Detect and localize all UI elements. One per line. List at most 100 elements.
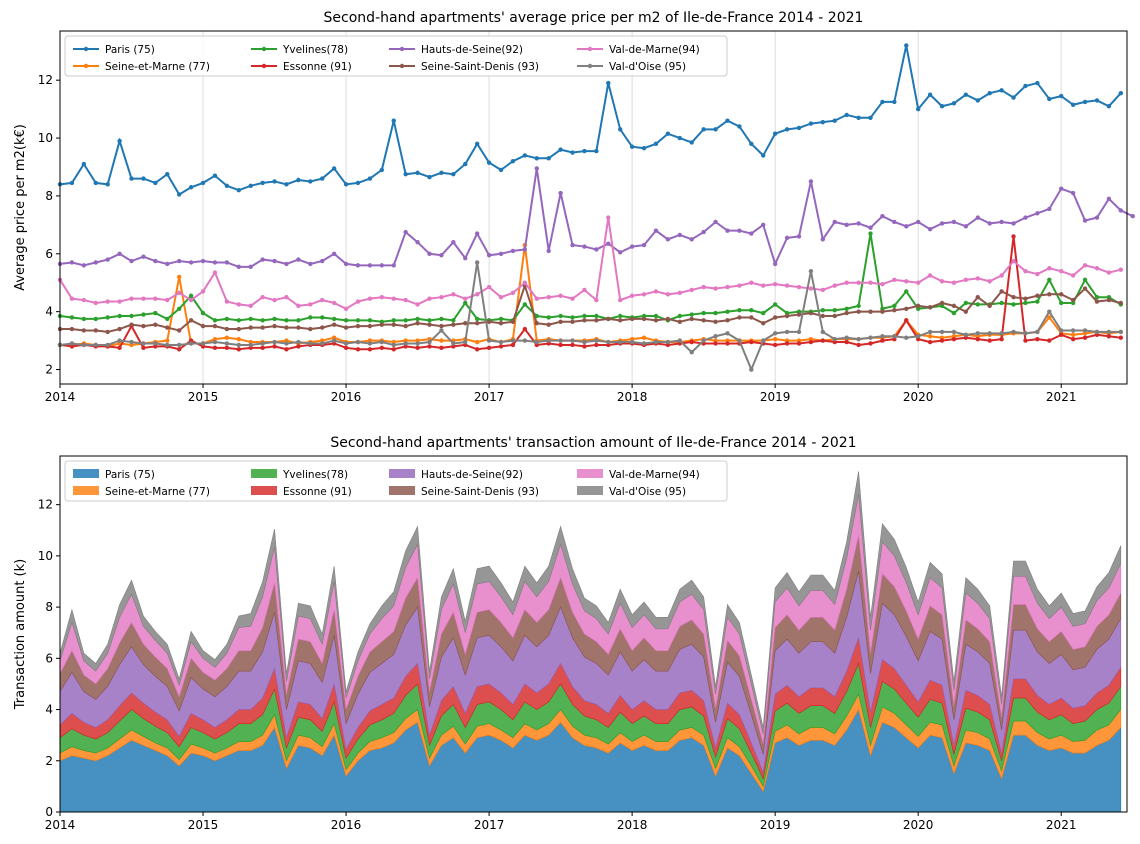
point-seine-saint-denis-93 bbox=[689, 316, 694, 322]
point-paris-75 bbox=[105, 182, 110, 187]
point-essonne-91 bbox=[749, 339, 754, 345]
point-seine-saint-denis-93 bbox=[725, 318, 730, 323]
point-paris-75 bbox=[1094, 98, 1100, 103]
point-seine-saint-denis-93 bbox=[904, 306, 909, 311]
point-val-d-oise-95 bbox=[618, 339, 623, 345]
point-paris-75 bbox=[391, 118, 396, 123]
point-essonne-91 bbox=[868, 341, 873, 346]
x-tick-label: 2014 bbox=[45, 390, 76, 404]
point-val-de-marne-94 bbox=[713, 286, 718, 291]
point-seine-saint-denis-93 bbox=[558, 319, 563, 324]
point-hauts-de-seine-92 bbox=[749, 231, 754, 236]
point-essonne-91 bbox=[844, 339, 849, 345]
point-yvelines-78 bbox=[69, 315, 75, 320]
point-seine-saint-denis-93 bbox=[772, 315, 778, 320]
point-hauts-de-seine-92 bbox=[987, 221, 992, 226]
point-val-d-oise-95 bbox=[320, 341, 325, 346]
point-hauts-de-seine-92 bbox=[606, 241, 611, 246]
point-val-de-marne-94 bbox=[1082, 263, 1088, 268]
point-val-d-oise-95 bbox=[284, 341, 289, 346]
point-seine-et-marne-77 bbox=[772, 336, 778, 342]
point-seine-saint-denis-93 bbox=[665, 316, 671, 322]
point-paris-75 bbox=[904, 43, 909, 48]
point-yvelines-78 bbox=[165, 316, 170, 322]
point-seine-saint-denis-93 bbox=[200, 323, 206, 329]
point-yvelines-78 bbox=[594, 313, 599, 319]
point-val-de-marne-94 bbox=[81, 297, 87, 303]
point-hauts-de-seine-92 bbox=[832, 219, 837, 225]
point-val-d-oise-95 bbox=[701, 338, 706, 343]
point-seine-saint-denis-93 bbox=[1106, 297, 1112, 303]
point-val-d-oise-95 bbox=[665, 339, 671, 345]
point-hauts-de-seine-92 bbox=[856, 221, 861, 226]
point-yvelines-78 bbox=[653, 313, 659, 319]
point-val-de-marne-94 bbox=[510, 290, 516, 296]
point-yvelines-78 bbox=[439, 316, 444, 322]
point-val-de-marne-94 bbox=[248, 303, 253, 309]
point-yvelines-78 bbox=[248, 316, 253, 322]
point-yvelines-78 bbox=[367, 318, 373, 323]
point-paris-75 bbox=[153, 180, 158, 186]
line-seine-saint-denis-93 bbox=[60, 282, 1122, 333]
point-seine-saint-denis-93 bbox=[677, 319, 682, 324]
point-yvelines-78 bbox=[951, 310, 957, 316]
point-val-d-oise-95 bbox=[451, 341, 456, 346]
point-yvelines-78 bbox=[570, 315, 575, 320]
point-paris-75 bbox=[212, 173, 218, 178]
point-paris-75 bbox=[772, 131, 778, 136]
point-yvelines-78 bbox=[188, 293, 194, 298]
point-hauts-de-seine-92 bbox=[594, 247, 599, 252]
point-yvelines-78 bbox=[713, 310, 718, 316]
point-paris-75 bbox=[725, 118, 730, 123]
point-val-d-oise-95 bbox=[844, 335, 849, 340]
y-tick-label: 12 bbox=[38, 498, 53, 512]
point-val-de-marne-94 bbox=[1023, 268, 1028, 274]
legend-swatch-essonne-91 bbox=[251, 486, 277, 495]
point-val-de-marne-94 bbox=[188, 297, 194, 303]
point-val-d-oise-95 bbox=[510, 338, 516, 343]
point-seine-et-marne-77 bbox=[641, 335, 647, 340]
point-seine-saint-denis-93 bbox=[856, 309, 861, 314]
point-hauts-de-seine-92 bbox=[951, 219, 957, 225]
point-val-de-marne-94 bbox=[951, 280, 957, 285]
point-val-de-marne-94 bbox=[236, 302, 241, 307]
point-val-d-oise-95 bbox=[486, 338, 492, 343]
point-hauts-de-seine-92 bbox=[1082, 218, 1088, 223]
point-hauts-de-seine-92 bbox=[522, 247, 528, 252]
point-yvelines-78 bbox=[975, 302, 980, 307]
point-val-de-marne-94 bbox=[105, 299, 110, 304]
point-val-de-marne-94 bbox=[975, 276, 980, 281]
point-yvelines-78 bbox=[451, 318, 456, 323]
point-seine-saint-denis-93 bbox=[892, 308, 897, 313]
point-seine-saint-denis-93 bbox=[808, 310, 814, 316]
point-hauts-de-seine-92 bbox=[129, 258, 134, 264]
point-val-d-oise-95 bbox=[391, 342, 396, 348]
point-seine-saint-denis-93 bbox=[975, 295, 980, 300]
point-paris-75 bbox=[427, 174, 432, 180]
point-hauts-de-seine-92 bbox=[141, 254, 146, 259]
point-seine-saint-denis-93 bbox=[117, 326, 122, 332]
point-yvelines-78 bbox=[391, 318, 396, 323]
x-tick-label: 2016 bbox=[331, 390, 362, 404]
point-seine-saint-denis-93 bbox=[915, 303, 921, 309]
point-val-d-oise-95 bbox=[868, 335, 873, 340]
point-hauts-de-seine-92 bbox=[224, 260, 230, 265]
point-essonne-91 bbox=[415, 345, 420, 351]
point-val-d-oise-95 bbox=[999, 331, 1004, 336]
point-val-de-marne-94 bbox=[355, 299, 361, 304]
point-paris-75 bbox=[880, 99, 885, 105]
point-val-d-oise-95 bbox=[570, 338, 575, 343]
point-yvelines-78 bbox=[272, 316, 277, 322]
legend-label-hauts-de-seine-92: Hauts-de-Seine(92) bbox=[421, 44, 523, 56]
point-yvelines-78 bbox=[677, 313, 682, 319]
point-val-de-marne-94 bbox=[463, 296, 468, 301]
point-essonne-91 bbox=[355, 347, 361, 352]
legend-label-yvelines-78: Yvelines(78) bbox=[282, 469, 348, 481]
legend-marker-essonne-91 bbox=[261, 63, 267, 69]
point-yvelines-78 bbox=[308, 315, 313, 320]
y-tick-label: 8 bbox=[45, 600, 53, 614]
point-essonne-91 bbox=[391, 347, 396, 352]
point-val-d-oise-95 bbox=[141, 341, 146, 346]
point-val-d-oise-95 bbox=[522, 338, 528, 343]
point-val-d-oise-95 bbox=[260, 341, 265, 346]
